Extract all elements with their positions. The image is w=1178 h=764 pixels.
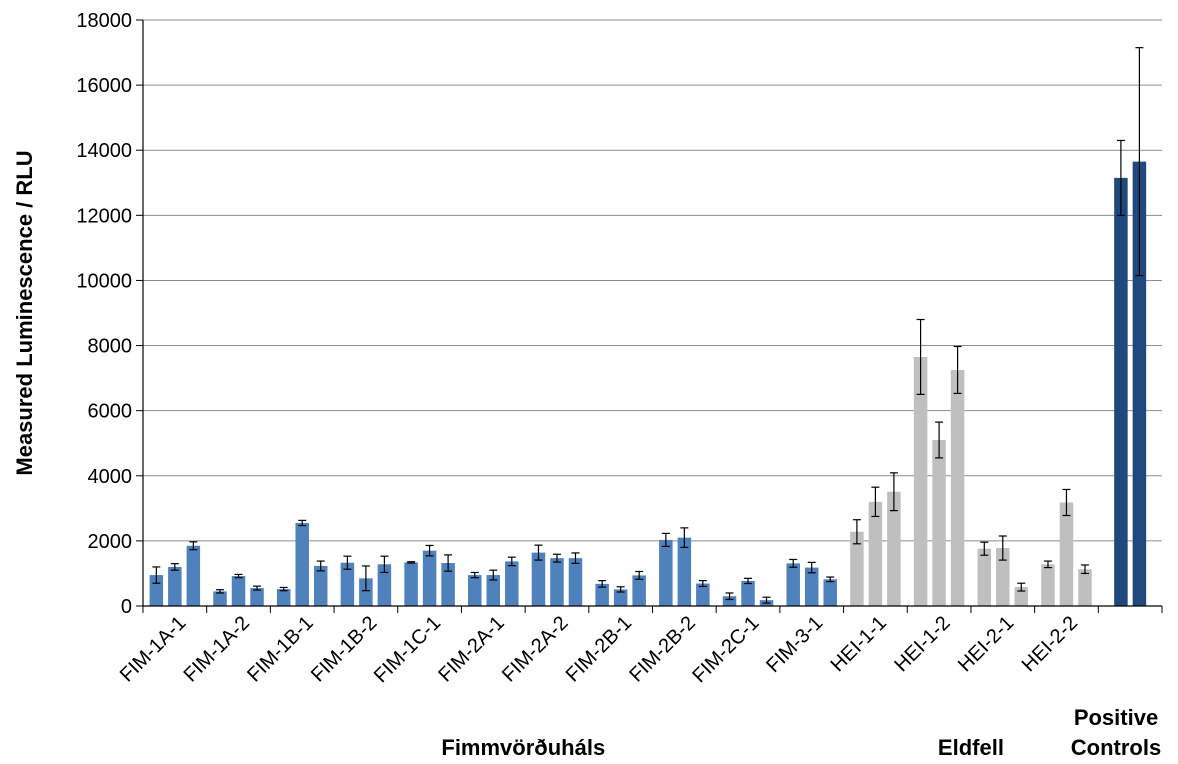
bar xyxy=(550,558,564,606)
x-tick-label: FIM-2A-1 xyxy=(434,612,508,686)
bar xyxy=(659,539,673,606)
bar xyxy=(913,356,928,606)
bar xyxy=(404,562,418,606)
group-label: Positive xyxy=(1074,705,1158,730)
gridlines xyxy=(143,19,1162,542)
bar xyxy=(486,575,501,606)
y-tick-label: 0 xyxy=(121,596,132,618)
bar xyxy=(1041,564,1055,606)
bar xyxy=(231,576,246,606)
bar xyxy=(377,564,392,606)
error-bars xyxy=(152,47,1144,604)
y-tick-label: 4000 xyxy=(88,466,133,488)
group-label: Eldfell xyxy=(938,735,1004,760)
bar xyxy=(632,575,646,606)
x-tick-label: FIM-1B-2 xyxy=(307,612,381,686)
bar xyxy=(359,578,373,606)
bar xyxy=(696,583,710,606)
group-label: Fimmvörðuháls xyxy=(441,735,605,760)
bar xyxy=(186,545,201,606)
y-tick-label: 6000 xyxy=(88,401,133,423)
y-tick-label: 12000 xyxy=(76,205,132,227)
bar xyxy=(850,531,864,606)
bar xyxy=(441,563,455,606)
bar xyxy=(786,563,800,606)
x-tick-label: HEI-2-2 xyxy=(1018,612,1082,676)
bar xyxy=(677,537,692,606)
bar xyxy=(213,591,227,606)
bar xyxy=(950,369,965,606)
x-tick-label: FIM-3-1 xyxy=(762,612,827,677)
bar xyxy=(1132,161,1147,606)
bar xyxy=(868,501,883,606)
bar xyxy=(823,579,837,606)
x-tick-label: FIM-1A-2 xyxy=(180,612,254,686)
y-tick-label: 10000 xyxy=(76,270,132,292)
bar xyxy=(741,580,755,606)
bar xyxy=(887,491,901,606)
bar xyxy=(595,583,609,606)
x-tick-label: FIM-2A-2 xyxy=(498,612,572,686)
labels: 0 2000 4000 6000 8000 10000 12000 14000 16000 180… xyxy=(76,10,1161,760)
bar xyxy=(1078,569,1092,606)
x-tick-label: FIM-2B-1 xyxy=(562,612,636,686)
bar xyxy=(250,588,264,606)
bars xyxy=(149,161,1147,606)
bar xyxy=(295,522,309,606)
y-tick-label: 16000 xyxy=(76,75,132,97)
y-tick-label: 8000 xyxy=(88,336,133,358)
bar xyxy=(977,548,992,606)
bar xyxy=(531,552,546,606)
bar xyxy=(1014,587,1029,606)
bar xyxy=(996,548,1010,606)
y-tick-label: 18000 xyxy=(76,10,132,32)
x-tick-label: HEI-2-1 xyxy=(954,612,1018,676)
bar xyxy=(313,565,328,606)
x-tick-label: FIM-1A-1 xyxy=(116,612,190,686)
x-tick-label: FIM-1C-1 xyxy=(370,612,445,687)
bar xyxy=(422,550,437,606)
bar xyxy=(722,596,737,606)
bar xyxy=(804,567,819,606)
bar xyxy=(505,561,519,606)
bar xyxy=(1059,502,1074,606)
x-tick-label: FIM-1B-1 xyxy=(243,612,317,686)
x-tick-label: HEI-1-1 xyxy=(827,612,891,676)
bar xyxy=(168,566,182,606)
bar xyxy=(468,575,482,606)
bar xyxy=(932,439,946,606)
bar xyxy=(568,558,583,606)
y-tick-label: 14000 xyxy=(76,140,132,162)
x-tick-label: FIM-2C-1 xyxy=(688,612,763,687)
bar xyxy=(1114,177,1128,606)
x-tick-label: FIM-2B-2 xyxy=(625,612,699,686)
bar xyxy=(276,589,291,606)
bar xyxy=(340,562,355,606)
y-axis-title: Measured Luminescence / RLU xyxy=(12,150,37,475)
axes xyxy=(136,19,1163,613)
x-tick-label: HEI-1-2 xyxy=(890,612,954,676)
bar xyxy=(613,589,628,606)
group-label: Controls xyxy=(1071,735,1161,760)
y-tick-label: 2000 xyxy=(88,531,133,553)
